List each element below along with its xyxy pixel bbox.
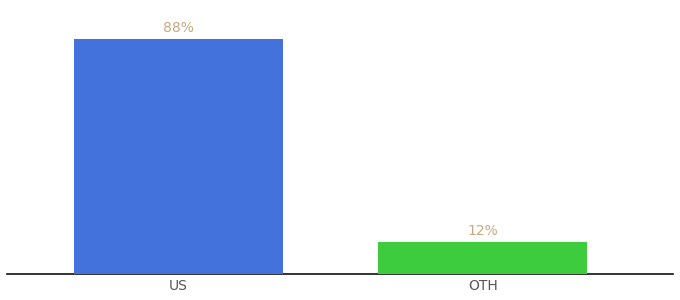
- Bar: [378, 242, 588, 274]
- Text: 12%: 12%: [467, 224, 498, 238]
- Bar: [73, 39, 283, 274]
- Text: 88%: 88%: [163, 21, 194, 35]
